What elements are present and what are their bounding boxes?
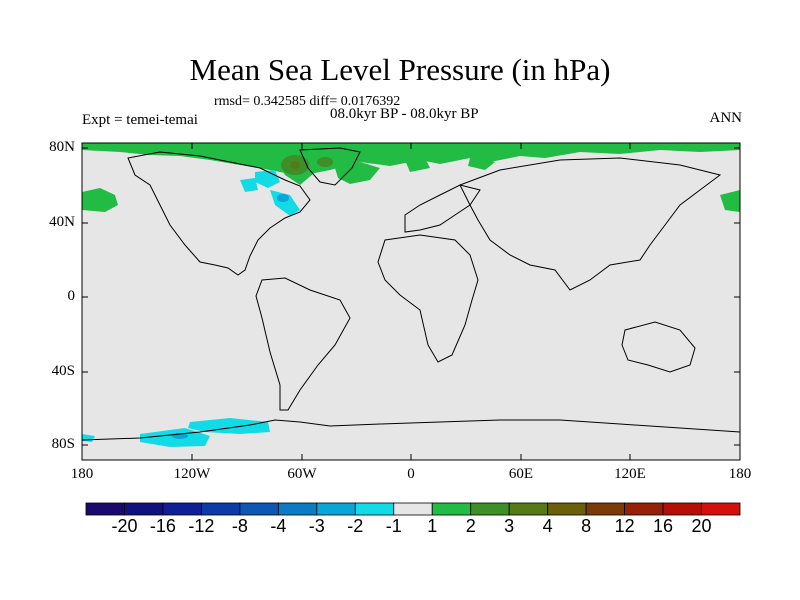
season-label: ANN: [709, 110, 743, 126]
lat-label-80n: 80N: [49, 139, 75, 155]
lon-label-60w: 60W: [287, 466, 317, 482]
colorbar-label: 1: [427, 516, 438, 536]
colorbar-cell: [354, 502, 395, 516]
colorbar-label: -12: [188, 516, 215, 536]
colorbar-label: 16: [653, 516, 674, 536]
colorbar-cell: [470, 502, 510, 516]
stats-line: rmsd= 0.342585 diff= 0.0176392: [214, 94, 401, 109]
lon-label-180e: 180: [728, 466, 752, 482]
period-subtitle: 08.0kyr BP - 08.0kyr BP: [330, 106, 479, 122]
colorbar-cell: [393, 502, 433, 516]
colorbar-cell: [662, 502, 702, 516]
colorbar-label: -1: [385, 516, 402, 536]
coastlines: [81, 147, 741, 441]
colorbar-label: -20: [111, 516, 138, 536]
colorbar-cell: [431, 502, 472, 516]
colorbar-label: 3: [504, 516, 515, 536]
colorbar-cell: [124, 502, 164, 516]
colorbar-label: -8: [231, 516, 248, 536]
lat-label-80s: 80S: [51, 436, 75, 452]
lat-label-0: 0: [67, 288, 76, 304]
colorbar-cell: [316, 502, 356, 516]
colorbar-cell: [239, 502, 279, 516]
lon-label-120w: 120W: [173, 466, 211, 482]
lon-label-60e: 60E: [508, 466, 534, 482]
colorbar-cell: [85, 502, 125, 516]
experiment-label: Expt = temei-temai: [82, 112, 198, 128]
colorbar-label: 4: [542, 516, 553, 536]
lon-label-180w: 180: [70, 466, 94, 482]
colorbar-cell: [624, 502, 664, 516]
colorbar-cell: [547, 502, 587, 516]
lat-label-40n: 40N: [49, 214, 75, 230]
colorbar-label: 12: [614, 516, 635, 536]
map-area: [82, 143, 740, 460]
lon-label-0: 0: [407, 466, 415, 482]
map-title: Mean Sea Level Pressure (in hPa): [189, 52, 611, 87]
lat-label-40s: 40S: [51, 363, 75, 379]
colorbar: [85, 502, 741, 516]
positive-anomaly-regions: [82, 143, 740, 212]
lon-ticks: [191, 143, 631, 460]
colorbar-label: 2: [465, 516, 476, 536]
colorbar-cell: [701, 502, 741, 516]
colorbar-cell: [508, 502, 549, 516]
colorbar-label: -4: [270, 516, 287, 536]
positive-anomaly-peak: [290, 161, 300, 169]
colorbar-cell: [585, 502, 625, 516]
lat-ticks: [82, 147, 740, 446]
colorbar-label: -3: [308, 516, 325, 536]
colorbar-cell: [201, 502, 241, 516]
colorbar-cell: [162, 502, 202, 516]
colorbar-label: -2: [347, 516, 364, 536]
colorbar-label: 20: [691, 516, 712, 536]
colorbar-cell: [277, 502, 318, 516]
colorbar-label: -16: [149, 516, 176, 536]
lon-label-120e: 120E: [614, 466, 646, 482]
colorbar-label: 8: [581, 516, 592, 536]
